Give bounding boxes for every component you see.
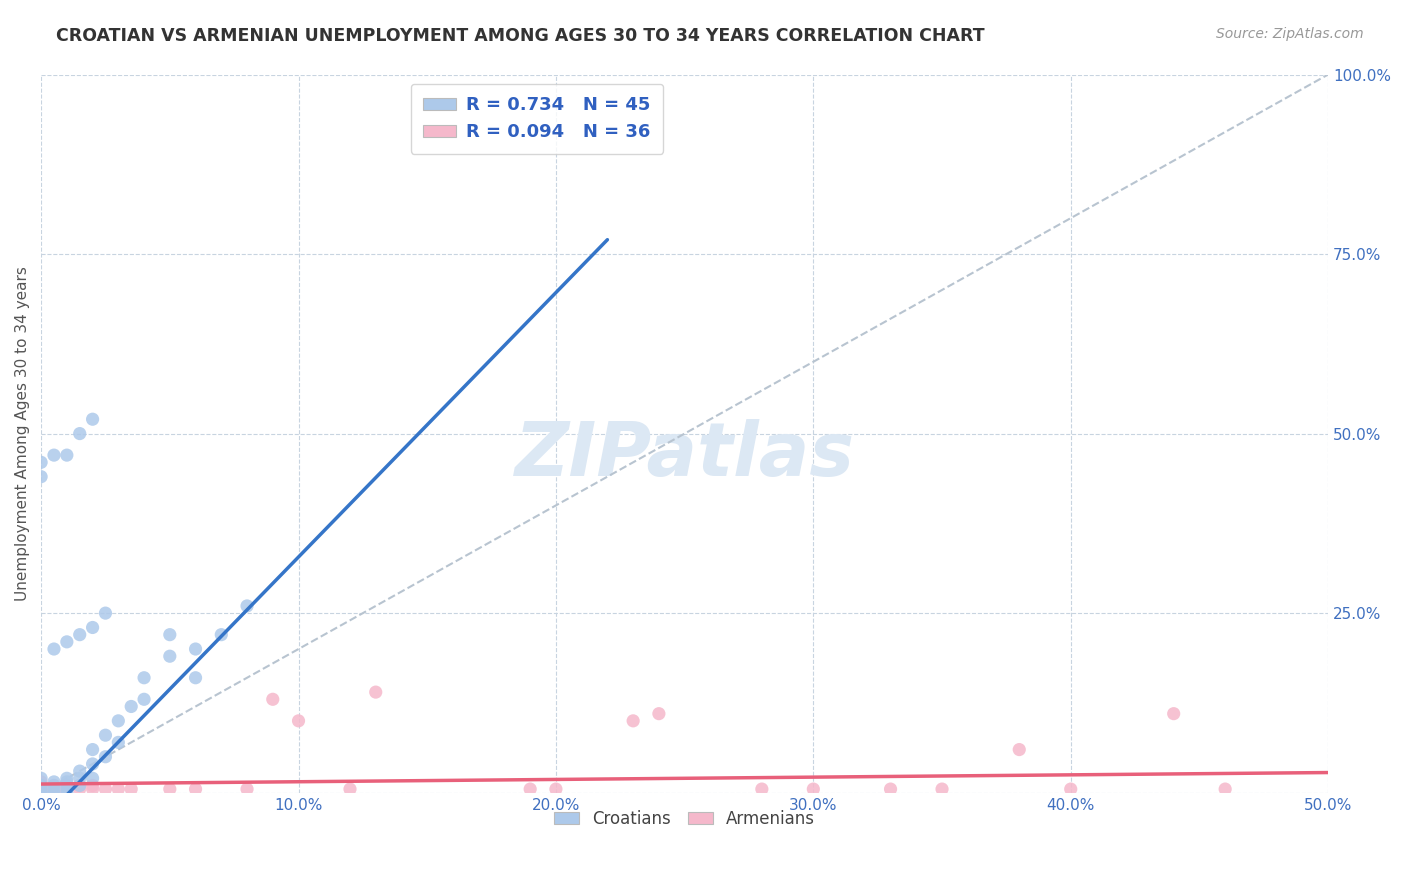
Point — [42, 775, 65, 789]
Point — [801, 782, 824, 797]
Point — [56, 448, 79, 462]
Point — [364, 685, 387, 699]
Point — [544, 782, 567, 797]
Point — [69, 426, 91, 441]
Point — [236, 782, 259, 797]
Point — [69, 764, 91, 778]
Point — [94, 728, 117, 742]
Point — [30, 782, 52, 797]
Point — [30, 779, 52, 793]
Point — [751, 782, 773, 797]
Point — [30, 779, 52, 793]
Point — [42, 786, 65, 800]
Point — [120, 699, 142, 714]
Point — [56, 782, 79, 797]
Point — [519, 782, 541, 797]
Point — [82, 412, 104, 426]
Point — [621, 714, 644, 728]
Point — [42, 642, 65, 657]
Point — [287, 714, 309, 728]
Point — [1163, 706, 1185, 721]
Point — [1060, 782, 1083, 797]
Point — [69, 782, 91, 797]
Point — [69, 772, 91, 786]
Point — [82, 620, 104, 634]
Y-axis label: Unemployment Among Ages 30 to 34 years: Unemployment Among Ages 30 to 34 years — [15, 266, 30, 601]
Point — [82, 756, 104, 771]
Point — [159, 782, 181, 797]
Point — [82, 779, 104, 793]
Point — [42, 779, 65, 793]
Point — [82, 782, 104, 797]
Point — [69, 779, 91, 793]
Point — [30, 786, 52, 800]
Point — [56, 779, 79, 793]
Point — [30, 786, 52, 800]
Text: Source: ZipAtlas.com: Source: ZipAtlas.com — [1216, 27, 1364, 41]
Point — [107, 735, 129, 749]
Point — [42, 782, 65, 797]
Point — [69, 779, 91, 793]
Point — [107, 714, 129, 728]
Point — [30, 772, 52, 786]
Point — [42, 448, 65, 462]
Point — [56, 635, 79, 649]
Text: ZIPatlas: ZIPatlas — [515, 418, 855, 491]
Point — [879, 782, 901, 797]
Point — [120, 782, 142, 797]
Point — [262, 692, 284, 706]
Point — [94, 749, 117, 764]
Point — [209, 628, 232, 642]
Point — [648, 706, 671, 721]
Point — [69, 628, 91, 642]
Point — [132, 692, 155, 706]
Point — [184, 782, 207, 797]
Point — [42, 782, 65, 797]
Point — [56, 779, 79, 793]
Point — [56, 786, 79, 800]
Point — [56, 775, 79, 789]
Point — [1213, 782, 1236, 797]
Point — [82, 742, 104, 756]
Point — [82, 772, 104, 786]
Point — [159, 649, 181, 664]
Point — [94, 782, 117, 797]
Point — [30, 469, 52, 483]
Point — [931, 782, 953, 797]
Point — [30, 782, 52, 797]
Point — [1008, 742, 1031, 756]
Point — [107, 782, 129, 797]
Point — [184, 671, 207, 685]
Point — [94, 606, 117, 620]
Point — [42, 786, 65, 800]
Point — [42, 779, 65, 793]
Point — [132, 671, 155, 685]
Text: CROATIAN VS ARMENIAN UNEMPLOYMENT AMONG AGES 30 TO 34 YEARS CORRELATION CHART: CROATIAN VS ARMENIAN UNEMPLOYMENT AMONG … — [56, 27, 984, 45]
Point — [339, 782, 361, 797]
Point — [30, 775, 52, 789]
Legend: Croatians, Armenians: Croatians, Armenians — [547, 804, 823, 835]
Point — [56, 782, 79, 797]
Point — [56, 786, 79, 800]
Point — [159, 628, 181, 642]
Point — [30, 786, 52, 800]
Point — [30, 779, 52, 793]
Point — [56, 772, 79, 786]
Point — [184, 642, 207, 657]
Point — [30, 455, 52, 469]
Point — [236, 599, 259, 613]
